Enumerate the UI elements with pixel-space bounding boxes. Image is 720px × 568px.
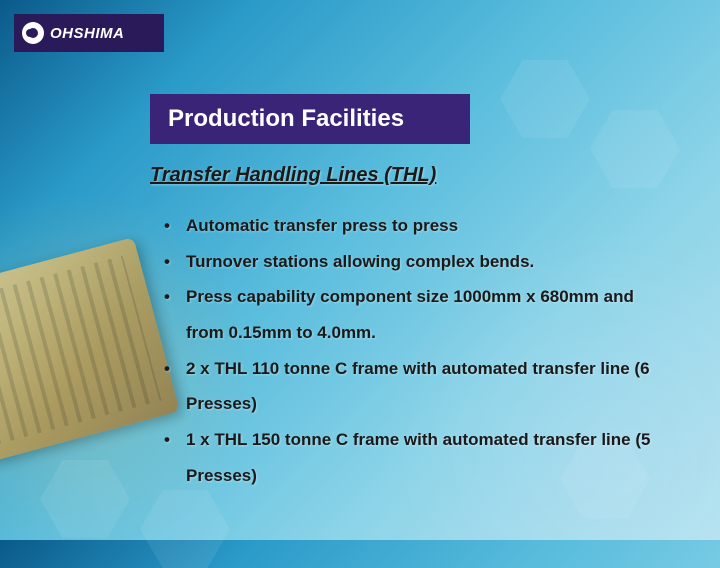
bullet-item: Turnover stations allowing complex bends… (164, 244, 670, 280)
logo-bar: OHSHIMA (14, 14, 164, 52)
bullet-list: Automatic transfer press to press Turnov… (164, 208, 670, 494)
metal-fins (0, 256, 162, 445)
logo-text: OHSHIMA (50, 25, 124, 42)
bullet-item: 1 x THL 150 tonne C frame with automated… (164, 422, 670, 493)
bullet-item: Automatic transfer press to press (164, 208, 670, 244)
title-box: Production Facilities (150, 94, 470, 144)
bullet-item: 2 x THL 110 tonne C frame with automated… (164, 351, 670, 422)
bullet-item: Press capability component size 1000mm x… (164, 279, 670, 350)
page-title: Production Facilities (168, 105, 404, 133)
subtitle: Transfer Handling Lines (THL) (150, 164, 436, 187)
ohshima-logo-icon (22, 22, 44, 44)
